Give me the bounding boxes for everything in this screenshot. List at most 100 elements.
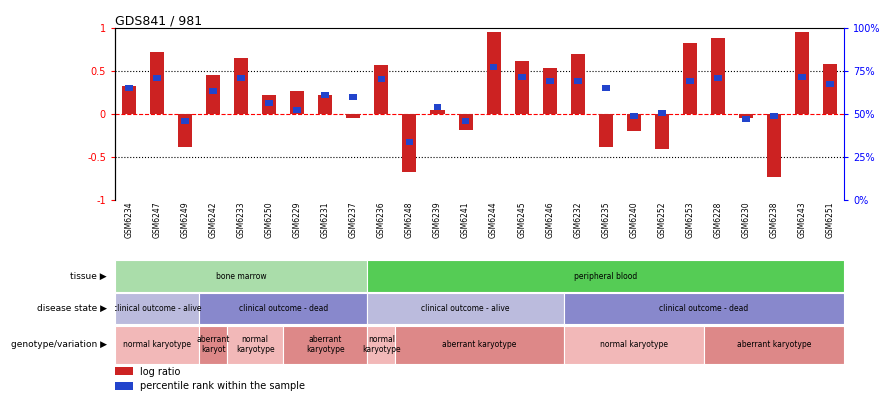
Bar xyxy=(206,75,220,114)
Bar xyxy=(655,114,669,148)
Bar xyxy=(368,293,564,324)
Bar xyxy=(543,68,557,114)
Text: GSM6230: GSM6230 xyxy=(742,202,751,238)
Text: GSM6234: GSM6234 xyxy=(125,202,133,238)
Bar xyxy=(263,95,276,114)
Bar xyxy=(234,58,248,114)
Bar xyxy=(545,78,553,84)
Bar xyxy=(486,32,500,114)
Text: aberrant
karyot: aberrant karyot xyxy=(196,335,230,354)
Bar xyxy=(767,114,781,177)
Text: GSM6242: GSM6242 xyxy=(209,202,217,238)
Text: genotype/variation ▶: genotype/variation ▶ xyxy=(11,340,106,349)
Text: normal karyotype: normal karyotype xyxy=(123,340,191,349)
Text: percentile rank within the sample: percentile rank within the sample xyxy=(141,381,306,391)
Bar xyxy=(704,326,844,364)
Text: clinical outcome - alive: clinical outcome - alive xyxy=(422,304,510,313)
Bar xyxy=(823,64,837,114)
Bar xyxy=(283,326,368,364)
Text: GSM6245: GSM6245 xyxy=(517,202,526,238)
Bar xyxy=(199,326,227,364)
Bar xyxy=(514,61,529,114)
Text: peripheral blood: peripheral blood xyxy=(575,272,637,280)
Bar xyxy=(630,113,637,119)
Text: GSM6233: GSM6233 xyxy=(237,202,246,238)
Bar xyxy=(318,95,332,114)
Bar xyxy=(683,43,697,114)
Text: normal
karyotype: normal karyotype xyxy=(236,335,275,354)
Bar xyxy=(564,326,704,364)
Bar xyxy=(265,100,273,106)
Bar xyxy=(153,75,161,81)
Bar xyxy=(181,118,189,124)
Bar xyxy=(178,114,192,147)
Text: GSM6228: GSM6228 xyxy=(713,202,722,238)
Text: GSM6241: GSM6241 xyxy=(461,202,470,238)
Bar xyxy=(377,76,385,82)
Text: clinical outcome - alive: clinical outcome - alive xyxy=(113,304,202,313)
Bar xyxy=(743,116,750,122)
Bar xyxy=(368,326,395,364)
Bar xyxy=(395,326,564,364)
Text: GSM6229: GSM6229 xyxy=(293,202,301,238)
Text: GSM6251: GSM6251 xyxy=(826,202,834,238)
Bar xyxy=(347,114,361,118)
Text: aberrant karyotype: aberrant karyotype xyxy=(737,340,812,349)
Bar xyxy=(293,107,301,113)
Text: tissue ▶: tissue ▶ xyxy=(70,272,106,280)
Text: GSM6248: GSM6248 xyxy=(405,202,414,238)
Text: GSM6237: GSM6237 xyxy=(349,202,358,238)
Bar xyxy=(115,381,133,390)
Bar xyxy=(115,367,133,375)
Bar xyxy=(571,53,584,114)
Bar xyxy=(402,114,416,172)
Text: normal karyotype: normal karyotype xyxy=(600,340,667,349)
Text: clinical outcome - dead: clinical outcome - dead xyxy=(659,304,749,313)
Bar xyxy=(431,110,445,114)
Text: log ratio: log ratio xyxy=(141,367,181,377)
Text: GSM6236: GSM6236 xyxy=(377,202,386,238)
Text: GSM6244: GSM6244 xyxy=(489,202,498,238)
Bar xyxy=(627,114,641,131)
Text: GSM6240: GSM6240 xyxy=(629,202,638,238)
Text: GSM6238: GSM6238 xyxy=(770,202,779,238)
Text: disease state ▶: disease state ▶ xyxy=(36,304,106,313)
Text: GSM6246: GSM6246 xyxy=(545,202,554,238)
Text: GSM6243: GSM6243 xyxy=(797,202,806,238)
Bar xyxy=(434,104,441,110)
Bar xyxy=(564,293,844,324)
Bar xyxy=(518,74,525,80)
Bar xyxy=(227,326,283,364)
Bar xyxy=(711,38,725,114)
Bar xyxy=(714,75,722,81)
Text: GDS841 / 981: GDS841 / 981 xyxy=(115,15,202,28)
Text: clinical outcome - dead: clinical outcome - dead xyxy=(239,304,328,313)
Text: GSM6247: GSM6247 xyxy=(153,202,162,238)
Bar xyxy=(322,92,329,98)
Bar xyxy=(115,293,199,324)
Bar xyxy=(210,88,217,94)
Bar xyxy=(795,32,809,114)
Bar xyxy=(406,139,414,145)
Bar xyxy=(375,65,388,114)
Bar xyxy=(459,114,473,129)
Bar xyxy=(490,65,498,70)
Bar xyxy=(827,81,834,87)
Bar xyxy=(122,86,136,114)
Text: GSM6252: GSM6252 xyxy=(658,202,667,238)
Text: GSM6231: GSM6231 xyxy=(321,202,330,238)
Bar xyxy=(199,293,368,324)
Bar xyxy=(574,78,582,84)
Text: GSM6249: GSM6249 xyxy=(180,202,189,238)
Bar xyxy=(368,261,844,291)
Bar xyxy=(658,110,666,116)
Bar xyxy=(115,261,368,291)
Bar xyxy=(115,326,199,364)
Text: GSM6232: GSM6232 xyxy=(573,202,583,238)
Bar xyxy=(770,113,778,119)
Bar xyxy=(237,75,245,81)
Text: GSM6253: GSM6253 xyxy=(685,202,695,238)
Bar xyxy=(739,114,753,118)
Bar xyxy=(598,114,613,147)
Bar xyxy=(461,118,469,124)
